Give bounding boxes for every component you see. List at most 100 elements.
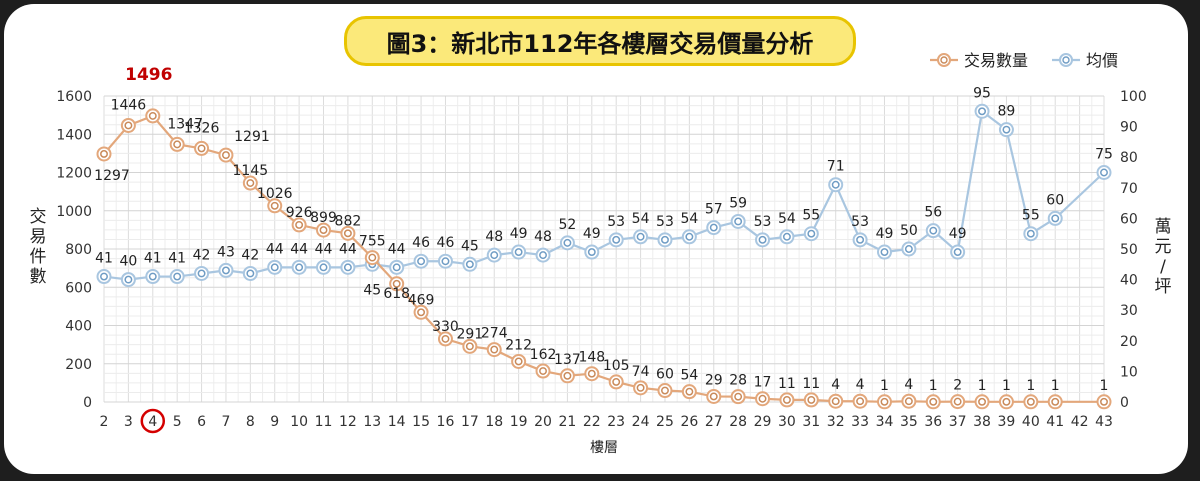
quantity-series-point (96, 146, 112, 162)
quantity-series-point-inner (563, 371, 572, 380)
price-series-point (657, 232, 673, 248)
price-series-point (950, 244, 966, 260)
price-data-label: 53 (754, 214, 772, 230)
quantity-series-point-inner (343, 229, 352, 238)
y-axis-label-char: 交 (30, 207, 47, 227)
price-data-label: 53 (851, 214, 869, 230)
quantity-series-point-inner (392, 279, 401, 288)
quantity-series-point-inner (636, 383, 645, 392)
price-series-point (316, 259, 332, 275)
quantity-series-point (169, 136, 185, 152)
x-highlight-circle (140, 408, 166, 434)
price-data-label: 59 (729, 195, 747, 211)
x-tick-label: 26 (680, 414, 698, 430)
price-series-point-inner (319, 263, 328, 272)
price-series-point (681, 229, 697, 245)
quantity-data-label: 1347 (167, 116, 203, 132)
quantity-data-label: 1 (1026, 378, 1035, 394)
quantity-data-label: 60 (656, 367, 674, 383)
x-tick-label: 11 (315, 414, 333, 430)
quantity-series-point-inner (1026, 397, 1035, 406)
quantity-series-point (242, 175, 258, 191)
price-data-label: 54 (680, 211, 698, 227)
x-tick-label: 20 (534, 414, 552, 430)
quantity-series-point-inner (319, 226, 328, 235)
x-tick-label: 28 (729, 414, 747, 430)
quantity-data-label: 291 (456, 326, 483, 342)
quantity-series-point-inner (100, 149, 108, 158)
quantity-series-point (998, 394, 1014, 410)
quantity-series-point (876, 394, 892, 410)
x-tick-label: 2 (100, 414, 109, 430)
price-series-point-inner (661, 235, 669, 244)
price-series-point (1047, 210, 1063, 226)
x-tick-label: 18 (485, 414, 503, 430)
price-series-point-inner (978, 107, 986, 116)
price-legend-marker (1059, 53, 1073, 67)
quantity-data-label: 11 (802, 376, 820, 392)
quantity-series-point-inner (1051, 397, 1060, 406)
quantity-series-point (559, 368, 575, 384)
price-data-label: 54 (778, 211, 796, 227)
y-tick-label: 400 (65, 319, 92, 335)
price-series-point-inner (880, 248, 889, 257)
price-series-point (169, 269, 185, 285)
price-data-label: 41 (168, 251, 186, 267)
price-data-label: 54 (632, 211, 650, 227)
quantity-data-label: 2 (953, 378, 962, 394)
quantity-series-point-inner (1100, 397, 1108, 406)
price-series-point-inner (246, 269, 255, 278)
price-series-point-inner (758, 235, 767, 244)
price-data-label: 56 (924, 205, 942, 221)
x-tick-label: 38 (973, 414, 991, 430)
price-series-point (535, 247, 551, 263)
quantity-series-point-inner (807, 395, 816, 404)
y-tick-label: 600 (65, 280, 92, 296)
price-series-point (242, 265, 258, 281)
price-data-label: 57 (705, 202, 723, 218)
quantity-series-point (779, 392, 795, 408)
x-tick-label: 12 (339, 414, 357, 430)
quantity-series-point (706, 388, 722, 404)
y2-tick-label: 10 (1120, 364, 1138, 380)
quantity-series-point (1096, 394, 1112, 410)
quantity-series-point (901, 393, 917, 409)
quantity-series-point-inner (709, 392, 718, 401)
y2-axis-label-char: 萬 (1155, 217, 1172, 237)
price-data-label: 43 (217, 244, 235, 260)
price-series-point (437, 253, 453, 269)
price-series-point (974, 103, 990, 119)
quantity-series-point (535, 363, 551, 379)
y2-tick-label: 50 (1120, 242, 1138, 258)
quantity-data-label: 1 (929, 378, 938, 394)
x-tick-label: 3 (124, 414, 133, 430)
price-data-label: 44 (315, 241, 333, 257)
quantity-series-point (462, 338, 478, 354)
quantity-series-point (267, 198, 283, 214)
quantity-data-label: 330 (432, 319, 459, 335)
price-series-point-inner (734, 217, 743, 226)
price-series-point-inner (1002, 125, 1011, 134)
price-data-label: 46 (437, 235, 455, 251)
quantity-data-label: 1446 (111, 97, 147, 113)
price-data-label: 48 (485, 229, 503, 245)
price-series-point (1023, 226, 1039, 242)
quantity-series-point-inner (270, 201, 279, 210)
price-series-point (1096, 165, 1112, 180)
x-tick-label: 36 (924, 414, 942, 430)
quantity-data-label: 28 (729, 373, 747, 389)
x-tick-label: 9 (270, 414, 279, 430)
quantity-data-label: 1326 (184, 120, 220, 136)
quantity-series-point-inner (880, 397, 889, 406)
price-data-label: 55 (802, 208, 820, 224)
price-data-label: 55 (1022, 208, 1040, 224)
quantity-series-point-inner (661, 386, 669, 395)
x-tick-label: 6 (197, 414, 206, 430)
quantity-series-point (608, 374, 624, 390)
y-tick-label: 1000 (56, 204, 92, 220)
quantity-data-label: 137 (554, 352, 581, 368)
price-series-point (584, 244, 600, 260)
price-series-point-inner (587, 248, 596, 257)
price-data-label: 53 (656, 214, 674, 230)
quantity-data-label: 162 (530, 347, 557, 363)
